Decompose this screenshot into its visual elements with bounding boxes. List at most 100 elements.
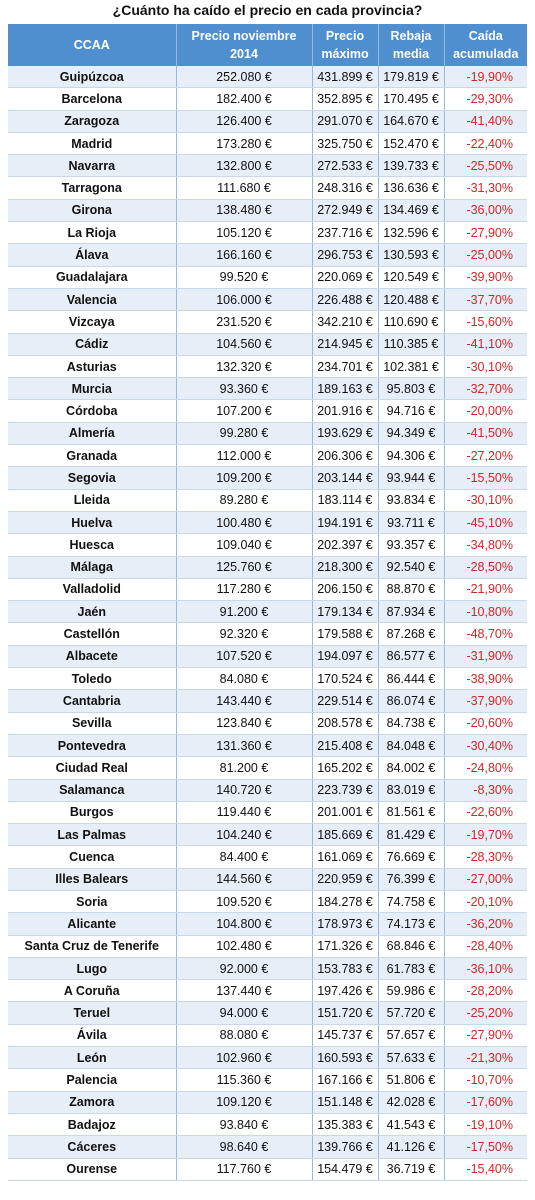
caida-acumulada-cell: -28,20%: [444, 979, 527, 1003]
rebaja-media-cell: 84.002 €: [378, 756, 445, 780]
caida-acumulada-cell: -31,30%: [444, 176, 527, 200]
caida-acumulada-cell: -34,80%: [444, 533, 527, 557]
province-cell: Ciudad Real: [8, 756, 177, 780]
rebaja-media-cell: 110.385 €: [378, 333, 445, 356]
table-row: Zamora 109.120 €151.148 €42.028 € -17,60%: [8, 1091, 527, 1114]
precio-maximo-cell: 218.300 €: [312, 556, 379, 579]
rebaja-media-cell: 74.173 €: [378, 912, 445, 936]
rebaja-media-cell: 84.048 €: [378, 734, 445, 758]
table-row: Pontevedra 131.360 €215.408 €84.048 € -30,…: [8, 734, 527, 758]
table-row: Málaga 125.760 €218.300 €92.540 € -28,50%: [8, 556, 527, 579]
header-caida-acumulada-line2: acumulada: [453, 47, 519, 61]
province-cell: Navarra: [8, 154, 177, 178]
rebaja-media-cell: 74.758 €: [378, 890, 445, 914]
rebaja-media-cell: 57.633 €: [378, 1046, 445, 1070]
precio-noviembre-cell: 107.200 €: [176, 399, 313, 423]
table-row: Lugo 92.000 €153.783 €61.783 € -36,10%: [8, 957, 527, 981]
precio-maximo-cell: 145.737 €: [312, 1024, 379, 1048]
table-row: Cuenca 84.400 €161.069 €76.669 € -28,30%: [8, 845, 527, 869]
precio-maximo-cell: 201.001 €: [312, 801, 379, 825]
rebaja-media-cell: 120.549 €: [378, 266, 445, 289]
header-precio-maximo-line2: máximo: [321, 47, 369, 61]
table-row: Castellón 92.320 €179.588 €87.268 € -48,70…: [8, 622, 527, 646]
precio-noviembre-cell: 112.000 €: [176, 444, 313, 468]
province-cell: Albacete: [8, 645, 177, 669]
rebaja-media-cell: 130.593 €: [378, 243, 445, 267]
precio-noviembre-cell: 173.280 €: [176, 132, 313, 156]
table-row: Granada 112.000 €206.306 €94.306 € -27,20%: [8, 444, 527, 468]
caida-acumulada-cell: -25,50%: [444, 154, 527, 178]
header-row: CCAA Precio noviembre 2014 Precio máximo R…: [8, 24, 527, 66]
precio-noviembre-cell: 102.960 €: [176, 1046, 313, 1070]
precio-maximo-cell: 229.514 €: [312, 689, 379, 713]
caida-acumulada-cell: -15,50%: [444, 466, 527, 490]
caida-acumulada-cell: -19,90%: [444, 66, 527, 89]
precio-noviembre-cell: 182.400 €: [176, 87, 313, 111]
precio-noviembre-cell: 123.840 €: [176, 712, 313, 735]
rebaja-media-cell: 59.986 €: [378, 979, 445, 1003]
table-row: Girona 138.480 €272.949 €134.469 € -36,00%: [8, 199, 527, 223]
table-row: La Rioja 105.120 €237.716 €132.596 € -27,9…: [8, 221, 527, 245]
rebaja-media-cell: 139.733 €: [378, 154, 445, 178]
province-cell: Lugo: [8, 957, 177, 981]
province-cell: Cáceres: [8, 1135, 177, 1159]
caida-acumulada-cell: -38,90%: [444, 667, 527, 691]
precio-noviembre-cell: 143.440 €: [176, 689, 313, 713]
precio-noviembre-cell: 93.360 €: [176, 377, 313, 401]
province-cell: Soria: [8, 890, 177, 914]
table-row: Vizcaya 231.520 €342.210 €110.690 € -15,60…: [8, 310, 527, 334]
caida-acumulada-cell: -27,90%: [444, 1024, 527, 1048]
precio-noviembre-cell: 100.480 €: [176, 511, 313, 535]
precio-maximo-cell: 214.945 €: [312, 333, 379, 356]
precio-maximo-cell: 431.899 €: [312, 66, 379, 89]
rebaja-media-cell: 86.444 €: [378, 667, 445, 691]
table-row: Ciudad Real 81.200 €165.202 €84.002 € -24,…: [8, 756, 527, 780]
precio-maximo-cell: 272.949 €: [312, 199, 379, 223]
precio-maximo-cell: 167.166 €: [312, 1068, 379, 1092]
caida-acumulada-cell: -36,20%: [444, 912, 527, 936]
precio-noviembre-cell: 89.280 €: [176, 489, 313, 512]
rebaja-media-cell: 93.711 €: [378, 511, 445, 535]
precio-maximo-cell: 206.150 €: [312, 578, 379, 602]
caida-acumulada-cell: -25,00%: [444, 243, 527, 267]
province-cell: Palencia: [8, 1068, 177, 1092]
province-cell: Madrid: [8, 132, 177, 156]
rebaja-media-cell: 93.834 €: [378, 489, 445, 512]
rebaja-media-cell: 136.636 €: [378, 176, 445, 200]
precio-maximo-cell: 237.716 €: [312, 221, 379, 245]
precio-maximo-cell: 226.488 €: [312, 288, 379, 312]
caida-acumulada-cell: -22,40%: [444, 132, 527, 156]
table-row: Salamanca 140.720 €223.739 €83.019 € -8,30…: [8, 779, 527, 802]
province-cell: Barcelona: [8, 87, 177, 111]
province-cell: Cantabria: [8, 689, 177, 713]
caida-acumulada-cell: -30,40%: [444, 734, 527, 758]
precio-noviembre-cell: 109.520 €: [176, 890, 313, 914]
caida-acumulada-cell: -36,00%: [444, 199, 527, 223]
precio-noviembre-cell: 88.080 €: [176, 1024, 313, 1048]
caida-acumulada-cell: -24,80%: [444, 756, 527, 780]
caida-acumulada-cell: -19,70%: [444, 823, 527, 847]
table-row: Álava 166.160 €296.753 €130.593 € -25,00%: [8, 243, 527, 267]
caida-acumulada-cell: -15,60%: [444, 310, 527, 334]
precio-maximo-cell: 197.426 €: [312, 979, 379, 1003]
caida-acumulada-cell: -39,90%: [444, 266, 527, 289]
province-cell: Córdoba: [8, 399, 177, 423]
precio-maximo-cell: 208.578 €: [312, 712, 379, 735]
precio-noviembre-cell: 92.000 €: [176, 957, 313, 981]
caida-acumulada-cell: -37,90%: [444, 689, 527, 713]
precio-noviembre-cell: 104.800 €: [176, 912, 313, 936]
rebaja-media-cell: 57.657 €: [378, 1024, 445, 1048]
precio-noviembre-cell: 94.000 €: [176, 1001, 313, 1025]
rebaja-media-cell: 88.870 €: [378, 578, 445, 602]
province-cell: Málaga: [8, 556, 177, 579]
caida-acumulada-cell: -37,70%: [444, 288, 527, 312]
province-cell: Teruel: [8, 1001, 177, 1025]
rebaja-media-cell: 93.944 €: [378, 466, 445, 490]
caida-acumulada-cell: -27,20%: [444, 444, 527, 468]
table-row: Santa Cruz de Tenerife 102.480 €171.326 €…: [8, 935, 527, 958]
table-row: Alicante 104.800 €178.973 €74.173 € -36,20…: [8, 912, 527, 936]
table-body: Guipúzcoa 252.080 €431.899 €179.819 € -19,…: [8, 66, 527, 1181]
rebaja-media-cell: 86.074 €: [378, 689, 445, 713]
rebaja-media-cell: 81.429 €: [378, 823, 445, 847]
province-cell: Cuenca: [8, 845, 177, 869]
